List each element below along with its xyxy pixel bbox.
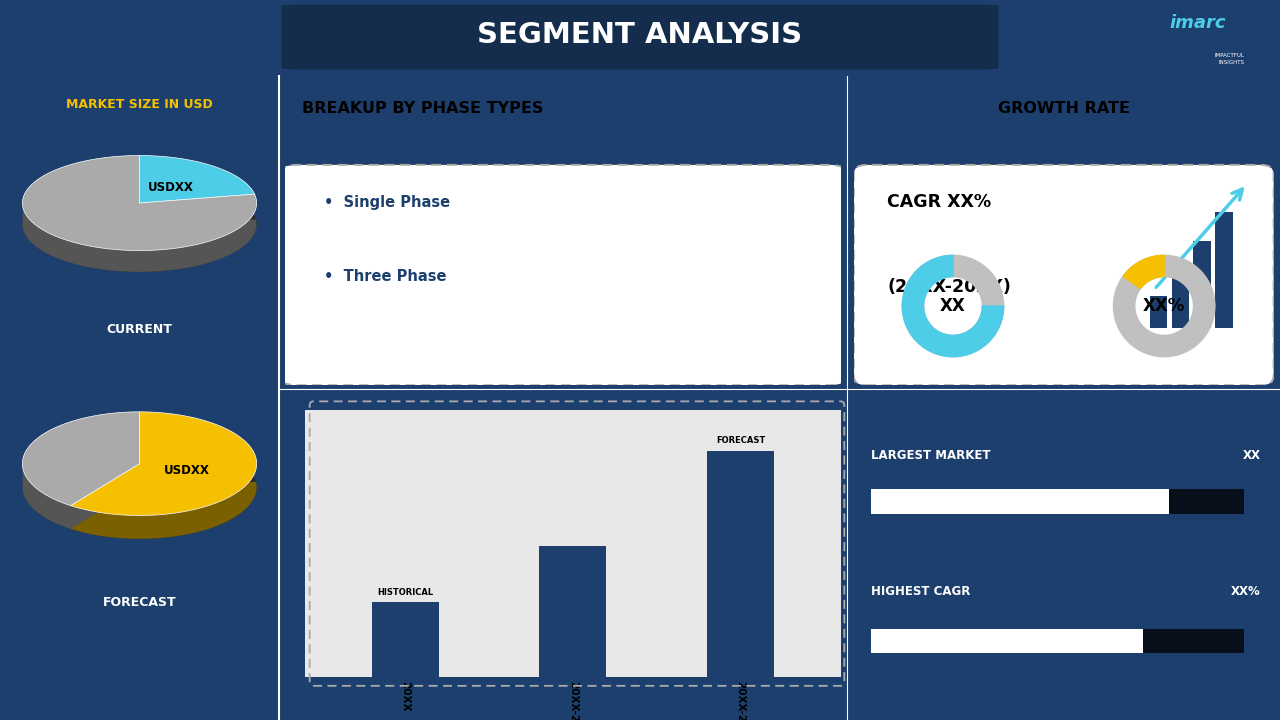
- Text: IMPACTFUL
INSIGHTS: IMPACTFUL INSIGHTS: [1215, 53, 1244, 65]
- Text: SEGMENT ANALYSIS: SEGMENT ANALYSIS: [477, 21, 803, 49]
- Polygon shape: [1123, 256, 1165, 289]
- Text: CAGR XX%: CAGR XX%: [887, 192, 992, 210]
- Text: •  Single Phase: • Single Phase: [324, 195, 451, 210]
- Polygon shape: [1114, 256, 1215, 356]
- Text: (20XX-20XX): (20XX-20XX): [887, 278, 1011, 297]
- Text: XX: XX: [1243, 449, 1261, 462]
- Text: •  Three Phase: • Three Phase: [324, 269, 447, 284]
- Polygon shape: [22, 156, 257, 251]
- Bar: [1193, 240, 1211, 328]
- Bar: [1149, 296, 1167, 328]
- Text: XX%: XX%: [1143, 297, 1185, 315]
- Polygon shape: [70, 412, 257, 516]
- Polygon shape: [70, 459, 256, 539]
- Text: XX%: XX%: [1231, 585, 1261, 598]
- Text: USDXX: USDXX: [164, 464, 209, 477]
- Polygon shape: [22, 412, 140, 505]
- FancyBboxPatch shape: [280, 165, 846, 385]
- Text: FORECAST: FORECAST: [102, 596, 177, 609]
- Polygon shape: [22, 459, 140, 529]
- FancyBboxPatch shape: [854, 400, 1274, 709]
- Bar: [1171, 270, 1189, 328]
- Bar: [707, 451, 774, 677]
- Polygon shape: [902, 256, 1004, 356]
- FancyBboxPatch shape: [282, 4, 998, 70]
- Text: GROWTH RATE: GROWTH RATE: [997, 101, 1130, 116]
- Text: MARKET SIZE IN USD: MARKET SIZE IN USD: [67, 97, 212, 110]
- Bar: [371, 603, 439, 677]
- Bar: [1143, 629, 1244, 654]
- Text: XX: XX: [940, 297, 966, 315]
- Polygon shape: [902, 256, 1004, 356]
- Text: imarc: imarc: [1170, 14, 1226, 32]
- Text: HIGHEST CAGR: HIGHEST CAGR: [870, 585, 970, 598]
- Polygon shape: [140, 156, 255, 203]
- Ellipse shape: [22, 177, 257, 272]
- Text: HISTORICAL: HISTORICAL: [378, 588, 433, 597]
- Text: BREAKUP BY PHASE TYPES: BREAKUP BY PHASE TYPES: [302, 101, 544, 116]
- Bar: [1170, 490, 1244, 514]
- Bar: [539, 546, 607, 677]
- Polygon shape: [22, 198, 256, 272]
- Text: CURRENT: CURRENT: [106, 323, 173, 336]
- Text: LARGEST MARKET: LARGEST MARKET: [870, 449, 989, 462]
- Text: FORECAST: FORECAST: [716, 436, 765, 446]
- Bar: [1215, 212, 1233, 328]
- Bar: [870, 629, 1143, 654]
- FancyBboxPatch shape: [854, 165, 1274, 385]
- Bar: [870, 490, 1170, 514]
- Text: USDXX: USDXX: [148, 181, 193, 194]
- Ellipse shape: [22, 435, 257, 539]
